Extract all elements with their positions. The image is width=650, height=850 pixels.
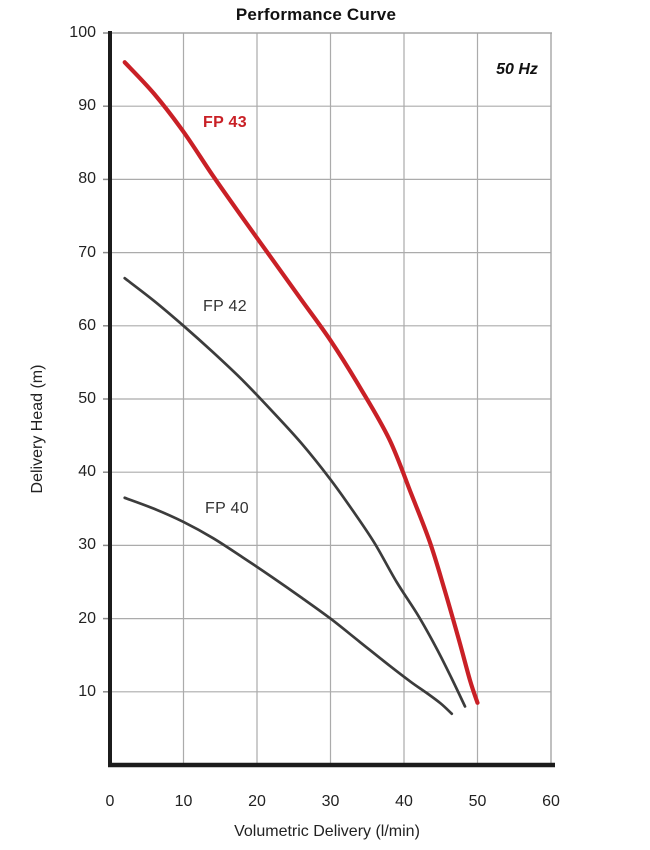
y-tick-label: 100 [69,24,96,41]
x-axis-title: Volumetric Delivery (l/min) [234,823,420,840]
curve-label-fp43: FP 43 [203,114,247,131]
curve-fp43 [122,60,480,705]
y-tick-label: 10 [78,682,96,700]
x-tick-label: 20 [248,793,266,810]
y-tick-label: 50 [78,390,96,407]
y-axis-title: Delivery Head (m) [29,364,46,494]
y-tick-label: 90 [78,97,96,115]
chart-title: Performance Curve [235,5,397,24]
curve-fp40 [123,496,454,716]
x-tick-label: 40 [395,793,413,810]
y-tick-label: 40 [78,463,96,481]
y-tick-label: 60 [78,316,96,334]
x-tick-label: 30 [321,793,340,810]
x-tick-label: 10 [174,793,193,810]
frequency-annotation: 50 Hz [496,61,538,78]
x-tick-label: 0 [105,793,115,810]
x-tick-label: 60 [542,793,560,810]
curve-fp42 [123,276,467,708]
curve-label-fp40: FP 40 [205,500,249,517]
y-tick-label: 70 [78,243,96,261]
y-tick-label: 20 [78,609,96,627]
x-tick-label: 50 [468,793,487,810]
curve-label-fp42: FP 42 [203,298,247,315]
y-tick-label: 30 [78,536,96,554]
y-tick-label: 80 [78,170,96,188]
